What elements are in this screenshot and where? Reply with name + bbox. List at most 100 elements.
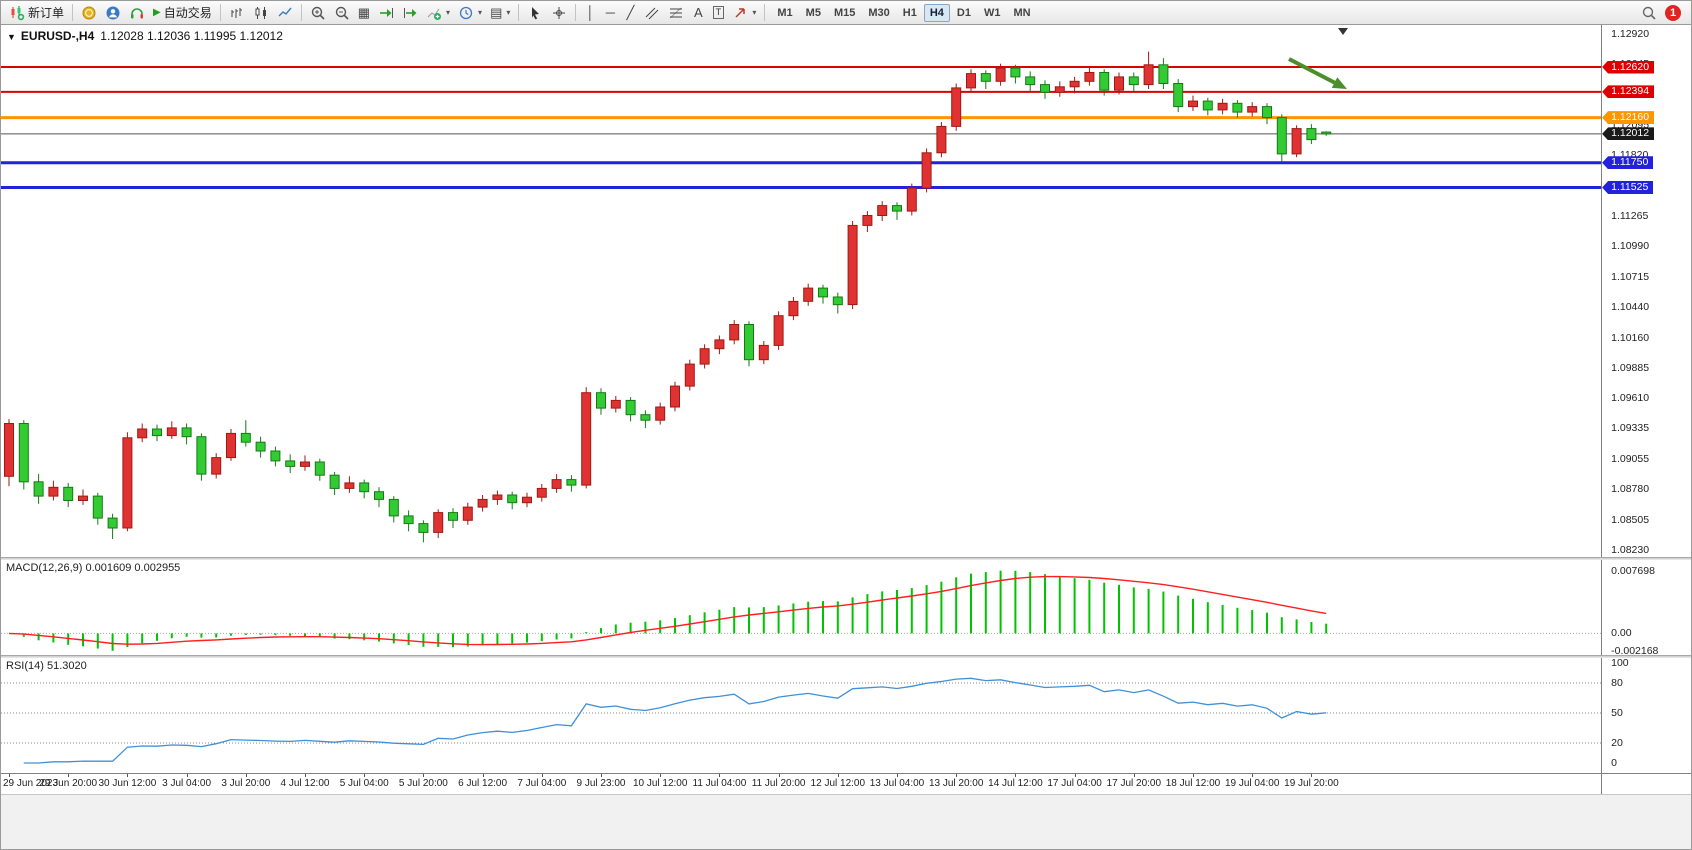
horizontal-line-button[interactable]: ─ [600, 3, 620, 23]
timeframe-m30-button[interactable]: M30 [862, 4, 895, 22]
price-line-badge: 1.12012 [1602, 127, 1655, 141]
time-label: 3 Jul 04:00 [162, 778, 212, 789]
price-tick-label: 1.10990 [1611, 240, 1650, 253]
text-label-button[interactable]: T [708, 3, 728, 23]
price-scale[interactable]: 1.129201.126451.123701.120951.118201.115… [1601, 25, 1691, 557]
timeframe-m15-button[interactable]: M15 [828, 4, 861, 22]
time-tick [1252, 774, 1254, 777]
bar-chart-icon [231, 7, 242, 18]
rsi-scale-label: 20 [1611, 737, 1623, 749]
time-label: 12 Jul 12:00 [810, 778, 866, 789]
pane-splitter[interactable] [1, 557, 1691, 560]
pane-splitter[interactable] [1, 655, 1691, 658]
search-button[interactable] [1637, 3, 1661, 23]
price-tick-label: 1.10440 [1611, 300, 1650, 313]
timeframe-m5-button[interactable]: M5 [800, 4, 827, 22]
channel-button[interactable] [640, 3, 664, 23]
auto-scroll-button[interactable] [374, 3, 398, 23]
price-tick-label: 1.10160 [1611, 331, 1650, 344]
trendline-button[interactable]: ╱ [620, 3, 640, 23]
macd-histogram [22, 570, 1328, 651]
period-button[interactable]: ▾ [454, 3, 486, 23]
toolbar-separator [575, 4, 577, 21]
arrows-button[interactable]: ▾ [728, 3, 760, 23]
time-tick [541, 774, 543, 777]
new-order-label: 新订单 [28, 6, 65, 20]
price-tick-label: 1.10715 [1611, 270, 1650, 283]
macd-pane: MACD(12,26,9) 0.001609 0.002955 0.007698… [1, 560, 1691, 655]
time-axis-labels: 29 Jun 2023 29 Jun 20:00 30 Jun 12:00 3 Jul… [1, 774, 1601, 794]
time-label: 30 Jun 12:00 [98, 778, 157, 789]
time-tick [956, 774, 958, 777]
timeframe-w1-button[interactable]: W1 [978, 4, 1007, 22]
market-watch-button[interactable] [77, 3, 101, 23]
status-strip [1, 794, 1691, 849]
price-line-badge: 1.12394 [1602, 85, 1655, 99]
time-tick [601, 774, 602, 777]
time-label: 29 Jun 2023 [3, 778, 59, 789]
rsi-chart[interactable]: RSI(14) 51.3020 [1, 658, 1602, 773]
time-label: 13 Jul 20:00 [928, 778, 984, 789]
price-tick-label: 1.12920 [1611, 28, 1650, 40]
new-order-icon [11, 5, 25, 20]
rsi-scale-label: 0 [1611, 757, 1617, 769]
toolbar-separator [72, 4, 74, 21]
time-label: 17 Jul 04:00 [1047, 778, 1102, 789]
auto-trading-button[interactable]: ▶ 自动交易 [149, 3, 216, 23]
time-axis[interactable]: 29 Jun 2023 29 Jun 20:00 30 Jun 12:00 3 Jul… [1, 773, 1691, 794]
template-icon: ▤ [490, 5, 503, 20]
dropdown-arrow-icon: ▾ [506, 8, 511, 17]
zoom-in-button[interactable] [306, 3, 330, 23]
zoom-out-button[interactable] [330, 3, 354, 23]
rsi-line [23, 677, 1327, 764]
timeframe-h4-button[interactable]: H4 [923, 3, 950, 22]
toolbar-separator [764, 4, 766, 21]
bar-chart-button[interactable] [225, 3, 249, 23]
vertical-line-button[interactable]: │ [580, 3, 600, 23]
timeframe-d1-button[interactable]: D1 [951, 4, 977, 22]
fibonacci-button[interactable] [664, 3, 688, 23]
time-label: 19 Jul 20:00 [1284, 778, 1339, 789]
text-button[interactable]: A [688, 3, 708, 23]
toolbar-separator [300, 4, 302, 21]
time-tick [837, 774, 839, 777]
timeframe-m1-button[interactable]: M1 [771, 4, 798, 22]
time-label: 4 Jul 12:00 [280, 778, 330, 789]
zoom-in-icon [311, 6, 325, 20]
candlestick-chart-button[interactable] [249, 3, 273, 23]
macd-chart[interactable]: MACD(12,26,9) 0.001609 0.002955 [1, 560, 1602, 655]
cursor-button[interactable] [523, 3, 547, 23]
time-label: 9 Jul 23:00 [576, 778, 626, 789]
line-chart-button[interactable] [273, 3, 297, 23]
timeframe-toolbar: M1 M5 M15 M30 H1 H4 D1 W1 MN [771, 3, 1036, 22]
annotation-arrow[interactable] [1288, 57, 1336, 85]
price-line-badge: 1.12620 [1602, 60, 1655, 74]
auto-trading-play-icon: ▶ [153, 7, 161, 18]
macd-scale[interactable]: 0.007698 0.00 -0.002168 [1601, 560, 1691, 655]
indicators-button[interactable]: ▾ [422, 3, 454, 23]
timeframe-h1-button[interactable]: H1 [897, 4, 923, 22]
chart-shift-button[interactable] [398, 3, 422, 23]
time-tick [186, 774, 188, 777]
trendline-icon: ╱ [626, 5, 635, 20]
auto-trading-label: 自动交易 [163, 6, 212, 20]
support-agent-button[interactable] [101, 3, 125, 23]
price-tick-label: 1.09885 [1611, 361, 1650, 374]
crosshair-button[interactable] [547, 3, 571, 23]
time-tick [1193, 774, 1194, 777]
time-tick [9, 774, 10, 777]
time-label: 11 Jul 20:00 [751, 778, 806, 789]
one-click-trading-toggle[interactable]: ▼ [7, 32, 16, 42]
timeframe-mn-button[interactable]: MN [1007, 4, 1036, 22]
headset-button[interactable] [125, 3, 149, 23]
rsi-scale-label: 50 [1611, 707, 1623, 719]
tile-windows-button[interactable]: ▦ [354, 3, 374, 23]
tile-windows-icon: ▦ [357, 5, 371, 20]
new-order-button[interactable]: 新订单 [5, 3, 68, 23]
toolbar-separator [518, 4, 520, 21]
templates-button[interactable]: ▤ ▾ [486, 3, 514, 23]
price-chart[interactable]: ▼ EURUSD-,H4 1.12028 1.12036 1.11995 1.120… [1, 25, 1602, 557]
rsi-scale[interactable]: 100 80 50 20 0 [1601, 658, 1691, 773]
notification-badge[interactable]: 1 [1665, 4, 1681, 21]
time-label: 7 Jul 04:00 [517, 778, 567, 789]
